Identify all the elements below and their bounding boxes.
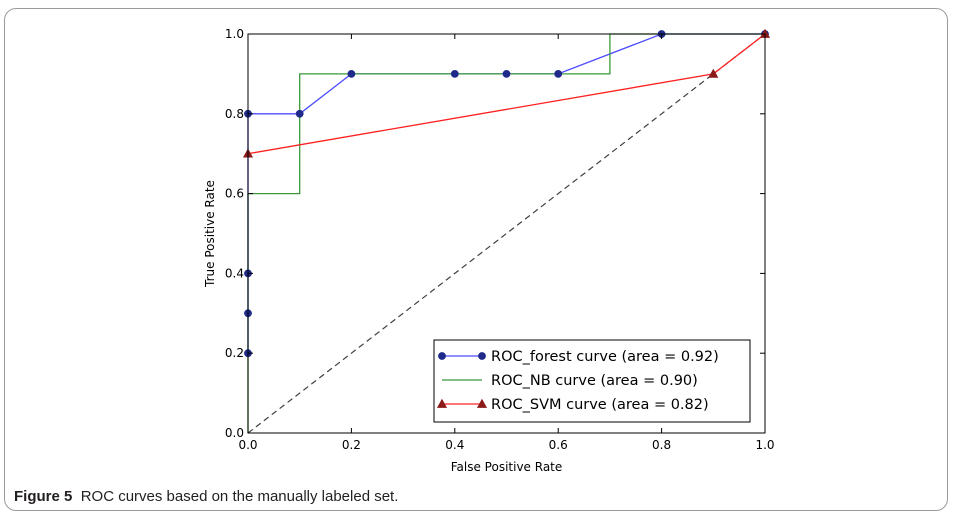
y-axis-ticks: 0.0 0.2 0.4 0.6 0.8 1.0 [225,27,765,440]
series-line-roc-forest [247,33,765,354]
y-tick-label: 1.0 [225,27,244,41]
y-tick-label: 0.2 [225,346,244,360]
legend-label-roc-svm: ROC_SVM curve (area = 0.82) [491,397,709,413]
caption-text: ROC curves based on the manually labeled… [80,488,399,505]
data-point-roc-forest [502,70,511,78]
legend-label-roc-forest: ROC_forest curve (area = 0.92) [491,349,719,365]
x-tick-label: 0.8 [652,438,671,452]
x-axis-ticks: 0.0 0.2 0.4 0.6 0.8 1.0 [238,34,775,452]
x-axis-label: False Positive Rate [451,460,563,474]
x-tick-label: 1.0 [755,438,774,452]
x-tick-label: 0.0 [238,438,257,452]
legend-box [433,339,751,423]
chance-diagonal-line [247,33,766,434]
figure-frame [4,8,948,511]
data-point-roc-forest [347,70,356,78]
legend-marker [476,398,488,408]
legend: ROC_forest curve (area = 0.92) ROC_NB cur… [433,339,751,423]
legend-label-roc-nb: ROC_NB curve (area = 0.90) [491,373,698,389]
y-tick-label: 0.0 [225,426,244,440]
data-point-roc-forest [554,70,563,78]
plot-area [247,33,766,434]
figure-caption: Figure 5 ROC curves based on the manuall… [14,488,398,505]
data-point-roc-forest [295,109,304,118]
legend-marker [438,352,446,360]
x-tick-label: 0.6 [549,438,568,452]
roc-chart: 0.0 0.2 0.4 0.6 0.8 1.0 0.0 0.2 0.4 0.6 0.8 1.0 Fa… [203,27,775,474]
y-axis-label: True Positive Rate [203,180,217,288]
data-point-roc-forest [450,70,459,78]
y-tick-label: 0.6 [225,187,244,201]
y-tick-label: 0.8 [225,107,244,121]
figure-label: Figure 5 [14,488,73,505]
x-tick-label: 0.2 [342,438,361,452]
legend-marker [478,352,486,360]
y-tick-label: 0.4 [225,266,244,280]
data-point-roc-svm [708,68,719,78]
legend-marker [436,398,448,408]
x-tick-label: 0.4 [445,438,464,452]
